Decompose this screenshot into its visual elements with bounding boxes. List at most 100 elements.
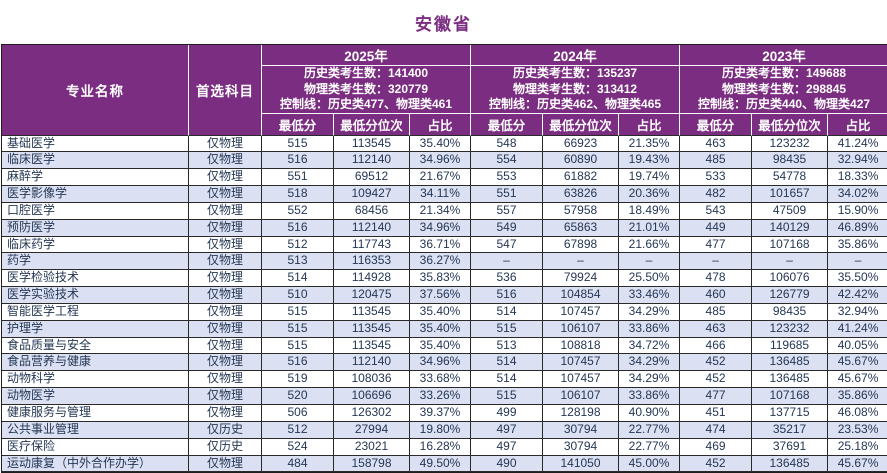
value-cell: 451 [680,405,753,422]
value-cell: 21.67% [410,169,472,187]
value-cell: 33.46% [619,287,681,304]
value-cell: 36.27% [410,253,472,271]
value-cell: 15.90% [828,202,887,220]
sub-header-ratio: 占比 [828,113,887,136]
value-cell: 67898 [543,236,620,254]
value-cell: 47509 [752,202,829,220]
value-cell: 136485 [752,455,829,473]
sub-header-row: 最低分 最低分位次 占比 最低分 最低分位次 占比 最低分 最低分位次 占比 [2,113,887,136]
value-cell: 128198 [543,405,620,422]
value-cell: 547 [471,236,544,254]
value-cell: 514 [471,303,544,321]
table-row: 麻醉学 仅物理 551 69512 21.67% 553 61882 19.74% 533 547… [2,169,887,187]
value-cell: 22.77% [619,438,681,456]
sub-header-min-score: 最低分 [262,113,334,136]
major-name-cell: 护理学 [2,320,189,338]
page-title: 安徽省 [415,14,472,34]
value-cell: 40.90% [619,405,681,422]
value-cell: 524 [262,438,334,456]
value-cell: 25.18% [828,438,887,456]
year-header-2023: 2023年 [680,45,887,66]
value-cell: 513 [262,253,334,271]
value-cell: 551 [471,186,544,203]
value-cell: 514 [471,371,544,389]
table-row: 药学 仅物理 513 116353 36.27% – – – – – – [2,253,887,271]
sub-header-ratio: 占比 [619,113,681,136]
value-cell: 33.86% [619,320,681,338]
major-name-cell: 智能医学工程 [2,303,189,321]
major-name-cell: 预防医学 [2,219,189,237]
table-row: 护理学 仅物理 515 113545 35.40% 515 106107 33.86% 463 1… [2,320,887,338]
value-cell: 514 [262,270,334,288]
value-cell: 108036 [334,371,410,389]
value-cell: 19.80% [410,421,472,439]
stats-line: 历史类考生数：149688 [722,66,847,81]
value-cell: 474 [680,421,753,439]
value-cell: 45.67% [828,371,887,389]
value-cell: 515 [471,388,544,405]
value-cell: 39.37% [410,405,472,422]
subject-cell: 仅物理 [189,320,262,338]
value-cell: 107168 [752,388,829,405]
sub-header-min-rank: 最低分位次 [543,113,620,136]
value-cell: 19.43% [619,152,681,170]
value-cell: 60890 [543,152,620,170]
stats-line: 物理类考生数：320779 [303,81,429,96]
value-cell: 136485 [752,354,829,372]
stats-line: 物理类考生数：298845 [722,81,847,96]
value-cell: 30794 [543,421,620,439]
value-cell: 477 [680,236,753,254]
value-cell: 30794 [543,438,620,456]
major-name-cell: 公共事业管理 [2,421,189,439]
value-cell: 19.74% [619,169,681,187]
value-cell: 41.24% [828,320,887,338]
value-cell: 33.86% [619,388,681,405]
major-name-cell: 健康服务与管理 [2,405,189,422]
major-name-cell: 医学检验技术 [2,270,189,288]
value-cell: 35.83% [410,270,472,288]
value-cell: 37691 [752,438,829,456]
major-name-cell: 动物科学 [2,371,189,389]
value-cell: 513 [471,337,544,355]
value-cell: 141050 [543,455,620,473]
table-body: 基础医学 仅物理 515 113545 35.40% 548 66923 21.35% 463 1… [2,135,887,473]
value-cell: 469 [680,438,753,456]
value-cell: 25.50% [619,270,681,288]
value-cell: 66923 [543,135,620,153]
value-cell: 109427 [334,186,410,203]
subject-cell: 仅物理 [189,405,262,422]
table-row: 医学检验技术 仅物理 514 114928 35.83% 536 79924 25.50% 47… [2,270,887,288]
table-row: 健康服务与管理 仅物理 506 126302 39.37% 499 128198 40.90%… [2,405,887,422]
col-header-subject: 首选科目 [189,45,262,136]
value-cell: 34.29% [619,303,681,321]
table-row: 基础医学 仅物理 515 113545 35.40% 548 66923 21.35% 463 1… [2,135,887,153]
value-cell: 34.96% [410,152,472,170]
value-cell: 463 [680,320,753,338]
value-cell: 551 [262,169,334,187]
year-stats-2025: 历史类考生数：141400 物理类考生数：320779 控制线：历史类477、物… [262,66,472,114]
major-name-cell: 药学 [2,253,189,271]
value-cell: 548 [471,135,544,153]
table-row: 预防医学 仅物理 516 112140 34.96% 549 65863 21.01% 449 1… [2,219,887,237]
value-cell: 22.77% [619,421,681,439]
subject-cell: 仅物理 [189,388,262,405]
stats-line: 控制线：历史类462、物理类465 [489,96,662,111]
value-cell: 543 [680,202,753,220]
value-cell: 57958 [543,202,620,220]
value-cell: 61882 [543,169,620,187]
subject-cell: 仅历史 [189,438,262,456]
value-cell: 516 [262,152,334,170]
value-cell: 126779 [752,287,829,304]
value-cell: 506 [262,405,334,422]
value-cell: 35.40% [410,337,472,355]
value-cell: 533 [680,169,753,187]
value-cell: 482 [680,186,753,203]
value-cell: 518 [262,186,334,203]
value-cell: 16.28% [410,438,472,456]
major-name-cell: 临床医学 [2,152,189,170]
value-cell: – [828,253,887,271]
subject-cell: 仅物理 [189,253,262,271]
value-cell: 512 [262,236,334,254]
value-cell: 117743 [334,236,410,254]
value-cell: 490 [471,455,544,473]
